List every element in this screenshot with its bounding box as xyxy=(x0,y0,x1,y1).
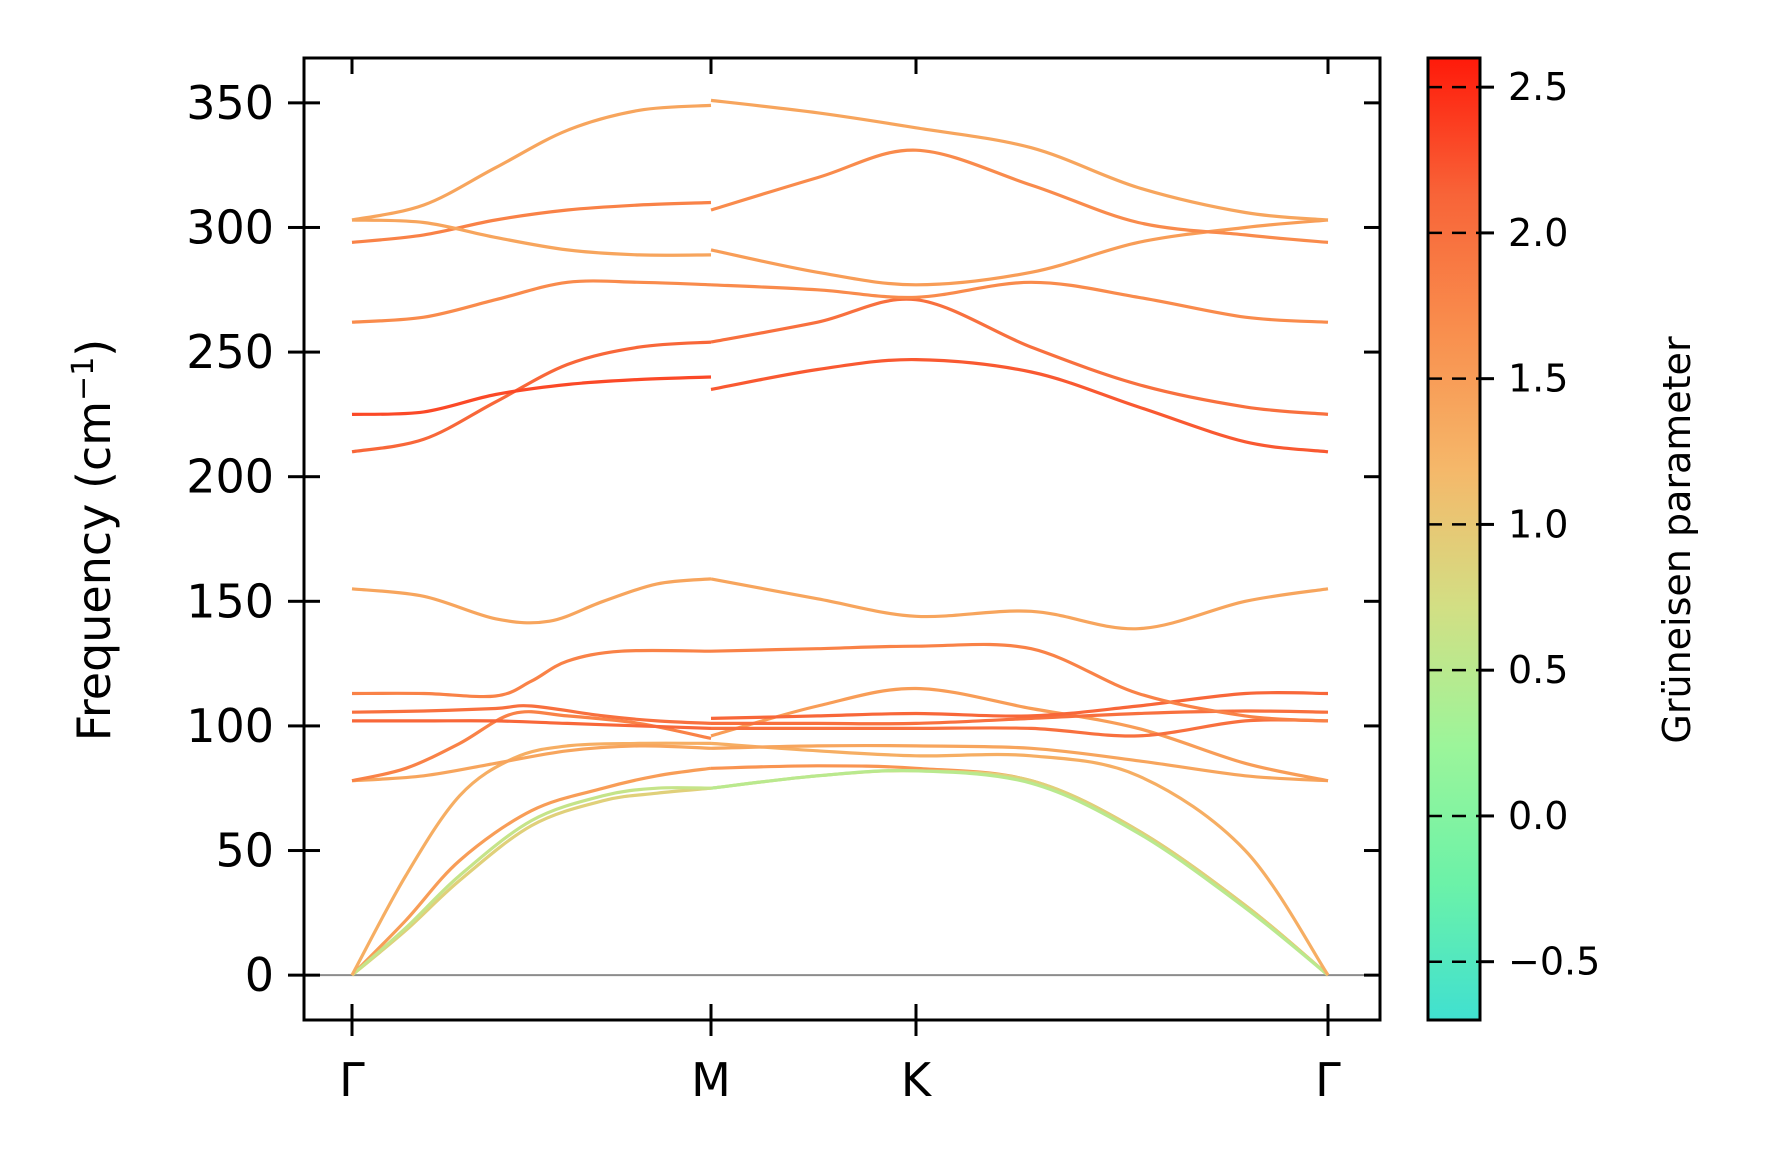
colorbar-tick-label: 2.5 xyxy=(1508,65,1568,109)
band-m-k-gamma-10 xyxy=(710,577,1329,631)
y-axis-title: Frequency (cm−1) xyxy=(66,339,122,742)
band-gamma-m-10 xyxy=(351,340,712,454)
y-tick-label: 200 xyxy=(186,450,274,504)
band-gamma-m-8 xyxy=(351,648,712,699)
plot-area: Γ M K Γ 0 50 100 150 200 250 300 350 xyxy=(186,56,1382,1107)
band-m-k-gamma-15 xyxy=(710,148,1329,244)
band-m-k-gamma-2 xyxy=(710,768,1330,977)
band-m-k-gamma-7 xyxy=(711,709,1329,726)
band-gamma-m-13 xyxy=(351,200,712,244)
y-tick-label: 250 xyxy=(186,325,274,379)
band-m-k-gamma-12 xyxy=(710,297,1329,416)
colorbar-ticks: −0.5 0.0 0.5 1.0 1.5 2.0 2.5 xyxy=(1428,65,1600,984)
band-m-k-gamma-8 xyxy=(710,690,1329,720)
x-tick-label-Γ: Γ xyxy=(339,1053,365,1107)
x-tick-label-Γ: Γ xyxy=(1315,1053,1341,1107)
band-curves xyxy=(350,98,1330,977)
band-gamma-m-0 xyxy=(350,766,712,977)
y-tick-label: 300 xyxy=(186,200,274,254)
colorbar-tick-label: −0.5 xyxy=(1508,940,1600,984)
band-gamma-m-9 xyxy=(351,577,712,625)
band-gamma-m-6 xyxy=(351,719,712,730)
colorbar-tick-label: 0.5 xyxy=(1508,648,1568,692)
y-tick-label: 150 xyxy=(186,574,274,628)
band-m-k-gamma-16 xyxy=(710,98,1329,222)
y-tick-label: 50 xyxy=(215,824,274,878)
colorbar-tick-label: 1.5 xyxy=(1508,357,1568,401)
band-gamma-m-1 xyxy=(350,786,712,977)
band-gamma-m-11 xyxy=(351,375,712,416)
band-gamma-m-4 xyxy=(351,744,712,783)
y-axis-ticks: 0 50 100 150 200 250 300 350 xyxy=(186,76,1380,1002)
band-gamma-m-15 xyxy=(351,103,712,222)
y-tick-label: 100 xyxy=(186,699,274,753)
plot-frame xyxy=(302,56,1382,1022)
colorbar-tick-label: 0.0 xyxy=(1508,794,1568,838)
band-m-k-gamma-13 xyxy=(710,280,1329,324)
band-m-k-gamma-9 xyxy=(710,642,1329,723)
band-gamma-m-2 xyxy=(350,786,712,977)
band-gamma-m-14 xyxy=(351,218,712,257)
band-gamma-m-12 xyxy=(351,279,712,324)
x-tick-label-M: M xyxy=(691,1053,731,1107)
band-gamma-m-7 xyxy=(351,704,712,725)
band-m-k-gamma-14 xyxy=(710,218,1329,287)
band-m-k-gamma-4 xyxy=(710,743,1329,783)
band-gamma-m-5 xyxy=(351,710,712,783)
band-m-k-gamma-6 xyxy=(711,718,1329,738)
colorbar-tick-label: 1.0 xyxy=(1508,502,1568,546)
band-m-k-gamma-3 xyxy=(710,741,1330,976)
colorbar-gradient xyxy=(1426,56,1482,1022)
colorbar: −0.5 0.0 0.5 1.0 1.5 2.0 2.5 Grüneisen paramet… xyxy=(1426,56,1699,1022)
y-tick-label: 350 xyxy=(186,76,274,130)
y-tick-label: 0 xyxy=(245,948,274,1002)
x-tick-label-K: K xyxy=(901,1053,933,1107)
colorbar-title: Grüneisen parameter xyxy=(1655,336,1699,744)
colorbar-tick-label: 2.0 xyxy=(1508,211,1568,255)
band-m-k-gamma-11 xyxy=(710,357,1329,454)
band-m-k-gamma-5 xyxy=(710,686,1329,783)
